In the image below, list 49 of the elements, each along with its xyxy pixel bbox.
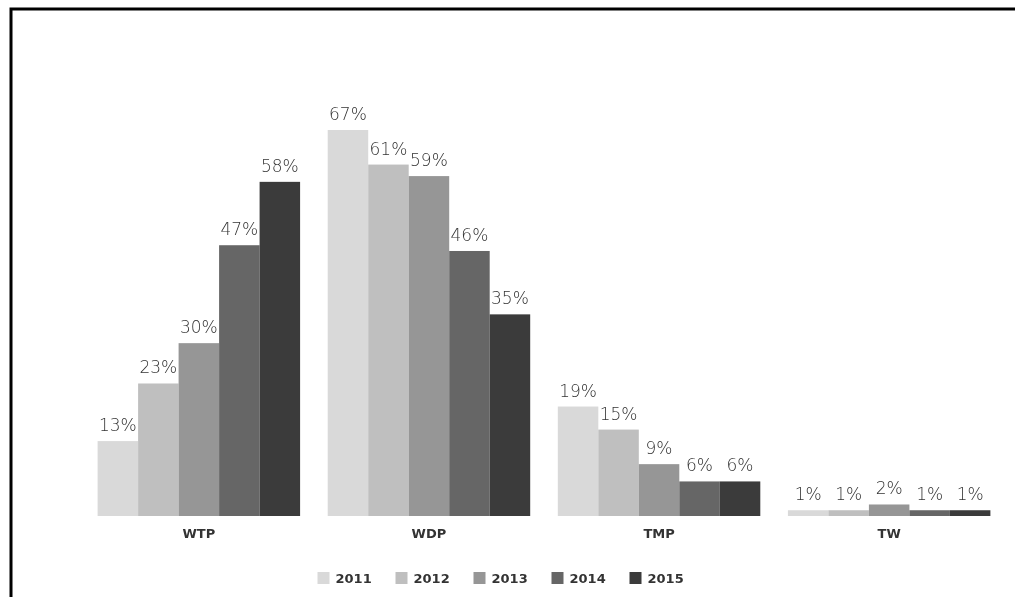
x-tick-label: WDP: [411, 526, 447, 541]
data-label: 6%: [686, 455, 714, 476]
x-tick-label: TMP: [643, 526, 675, 541]
data-label: 23%: [139, 357, 178, 378]
legend-label: 2014: [569, 571, 606, 586]
data-label: 19%: [559, 380, 597, 401]
data-label: 59%: [410, 150, 448, 171]
bar: [868, 504, 910, 516]
bar: [219, 245, 260, 516]
x-tick-label: WTP: [182, 526, 216, 541]
bar: [828, 510, 869, 516]
bar: [259, 181, 301, 516]
legend-label: 2015: [647, 571, 684, 586]
legend-label: 2011: [335, 571, 372, 586]
data-label: 13%: [98, 415, 137, 436]
data-label: 1%: [835, 484, 863, 505]
bar: [949, 510, 991, 516]
data-label: 6%: [726, 455, 754, 476]
bar: [138, 383, 179, 516]
bar: [178, 343, 220, 516]
data-label: 35%: [491, 288, 529, 309]
x-tick-label: TW: [877, 526, 901, 541]
data-label: 1%: [794, 484, 822, 505]
data-label: 30%: [179, 317, 218, 338]
bar: [97, 441, 139, 516]
bar: [679, 481, 720, 516]
bar: [909, 510, 950, 516]
bar: [327, 130, 369, 516]
data-label: 67%: [329, 104, 367, 124]
data-label: 15%: [599, 403, 638, 424]
bar: [449, 250, 490, 516]
data-label: 46%: [450, 224, 489, 245]
data-label: 9%: [645, 438, 673, 459]
bar: [638, 464, 680, 516]
data-label: 2%: [875, 478, 903, 499]
data-label: 61%: [369, 138, 408, 159]
bar: [408, 176, 450, 516]
bar: [598, 429, 639, 516]
bar: [719, 481, 761, 516]
data-label: 1%: [916, 484, 944, 505]
bar: [557, 406, 599, 516]
bar: [787, 510, 829, 516]
bar: [489, 314, 531, 516]
data-label: 1%: [956, 484, 984, 505]
data-label: 47%: [220, 219, 259, 240]
legend-label: 2013: [491, 571, 528, 586]
legend-label: 2012: [413, 571, 450, 586]
data-label: 58%: [260, 155, 299, 176]
bar: [368, 164, 409, 516]
